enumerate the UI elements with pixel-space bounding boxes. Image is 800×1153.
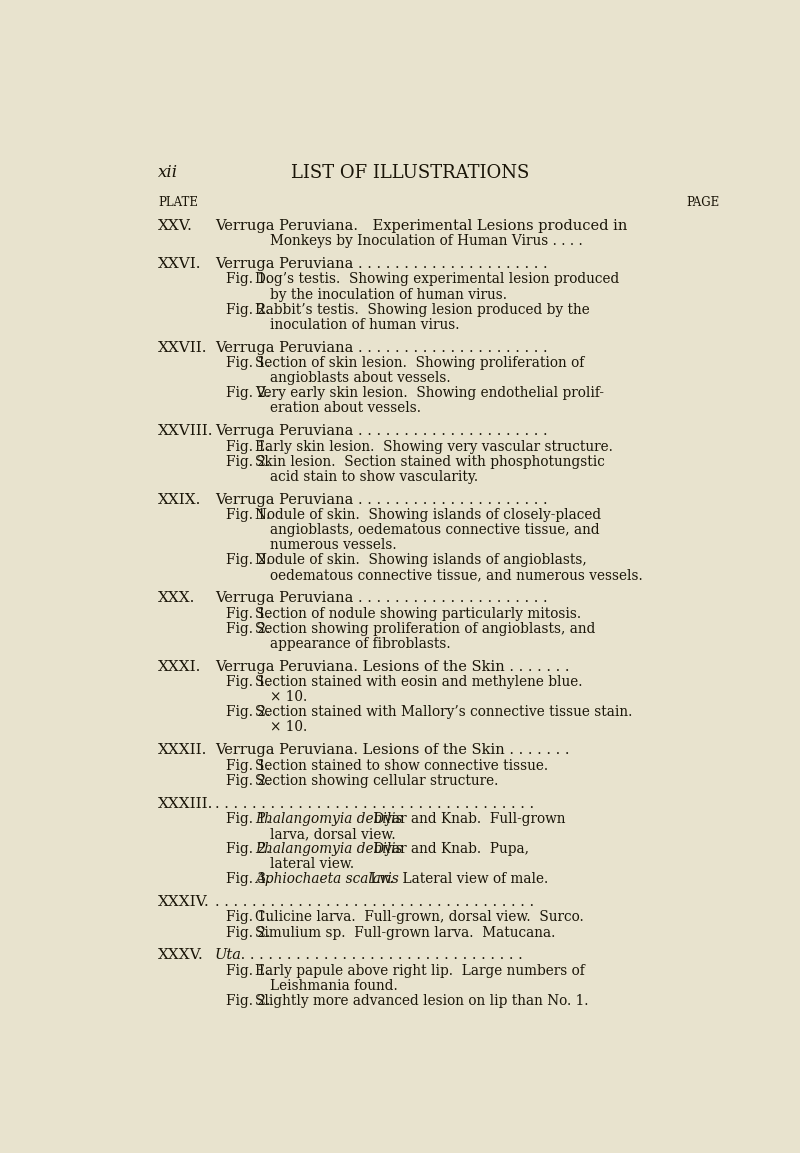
Text: Fig. 1.: Fig. 1.	[226, 356, 270, 370]
Text: Section showing proliferation of angioblasts, and: Section showing proliferation of angiobl…	[255, 621, 595, 635]
Text: eration about vessels.: eration about vessels.	[270, 401, 422, 415]
Text: Phalangomyia debilis: Phalangomyia debilis	[255, 812, 402, 826]
Text: Section stained with Mallory’s connective tissue stain.: Section stained with Mallory’s connectiv…	[255, 706, 632, 719]
Text: Uta: Uta	[214, 949, 242, 963]
Text: lateral view.: lateral view.	[270, 857, 354, 872]
Text: XXXV.: XXXV.	[158, 949, 204, 963]
Text: XXX.: XXX.	[158, 591, 195, 605]
Text: Fig. 1.: Fig. 1.	[226, 439, 270, 453]
Text: Section stained with eosin and methylene blue.: Section stained with eosin and methylene…	[255, 675, 582, 689]
Text: Section stained to show connective tissue.: Section stained to show connective tissu…	[255, 759, 548, 773]
Text: Very early skin lesion.  Showing endothelial prolif-: Very early skin lesion. Showing endothel…	[255, 386, 604, 400]
Text: Fig. 2.: Fig. 2.	[226, 842, 270, 856]
Text: numerous vessels.: numerous vessels.	[270, 538, 397, 552]
Text: Skin lesion.  Section stained with phosphotungstic: Skin lesion. Section stained with phosph…	[255, 454, 605, 468]
Text: Culicine larva.  Full-grown, dorsal view.  Surco.: Culicine larva. Full-grown, dorsal view.…	[255, 911, 584, 925]
Text: Nodule of skin.  Showing islands of angioblasts,: Nodule of skin. Showing islands of angio…	[255, 553, 586, 567]
Text: Fig. 2.: Fig. 2.	[226, 553, 270, 567]
Text: Verruga Peruviana . . . . . . . . . . . . . . . . . . . . .: Verruga Peruviana . . . . . . . . . . . …	[214, 257, 547, 271]
Text: Fig. 1.: Fig. 1.	[226, 759, 270, 773]
Text: Uta: Uta	[214, 949, 242, 963]
Text: . . . . . . . . . . . . . . . . . . . . . . . . . . . . . . . . . . .: . . . . . . . . . . . . . . . . . . . . …	[214, 797, 534, 811]
Text: × 10.: × 10.	[270, 721, 308, 734]
Text: PLATE: PLATE	[158, 196, 198, 209]
Text: Nodule of skin.  Showing islands of closely-placed: Nodule of skin. Showing islands of close…	[255, 507, 601, 522]
Text: Fig. 1.: Fig. 1.	[226, 812, 270, 826]
Text: Fig. 2.: Fig. 2.	[226, 706, 270, 719]
Text: Fig. 1.: Fig. 1.	[226, 675, 270, 689]
Text: Section showing cellular structure.: Section showing cellular structure.	[255, 774, 498, 787]
Text: Fig. 2.: Fig. 2.	[226, 926, 270, 940]
Text: Early papule above right lip.  Large numbers of: Early papule above right lip. Large numb…	[255, 964, 585, 978]
Text: Lw.  Lateral view of male.: Lw. Lateral view of male.	[366, 873, 549, 887]
Text: × 10.: × 10.	[270, 691, 308, 704]
Text: Phalangomyia debilis: Phalangomyia debilis	[255, 842, 402, 856]
Text: XXXIII.: XXXIII.	[158, 797, 214, 811]
Text: Dog’s testis.  Showing experimental lesion produced: Dog’s testis. Showing experimental lesio…	[255, 272, 619, 286]
Text: XXXI.: XXXI.	[158, 660, 202, 673]
Text: LIST OF ILLUSTRATIONS: LIST OF ILLUSTRATIONS	[291, 164, 529, 182]
Text: acid stain to show vascularity.: acid stain to show vascularity.	[270, 469, 478, 484]
Text: Fig. 2.: Fig. 2.	[226, 994, 270, 1008]
Text: inoculation of human virus.: inoculation of human virus.	[270, 318, 460, 332]
Text: Aphiochaeta scalaris: Aphiochaeta scalaris	[255, 873, 398, 887]
Text: xii: xii	[158, 164, 178, 181]
Text: Monkeys by Inoculation of Human Virus . . . .: Monkeys by Inoculation of Human Virus . …	[270, 234, 583, 248]
Text: Verruga Peruviana . . . . . . . . . . . . . . . . . . . . .: Verruga Peruviana . . . . . . . . . . . …	[214, 424, 547, 438]
Text: XXVII.: XXVII.	[158, 341, 208, 355]
Text: XXVI.: XXVI.	[158, 257, 202, 271]
Text: Fig. 1.: Fig. 1.	[226, 606, 270, 620]
Text: Verruga Peruviana . . . . . . . . . . . . . . . . . . . . .: Verruga Peruviana . . . . . . . . . . . …	[214, 341, 547, 355]
Text: Leishmania found.: Leishmania found.	[270, 979, 398, 993]
Text: PAGE: PAGE	[686, 196, 720, 209]
Text: Fig. 2.: Fig. 2.	[226, 621, 270, 635]
Text: XXXII.: XXXII.	[158, 744, 207, 758]
Text: larva, dorsal view.: larva, dorsal view.	[270, 827, 396, 841]
Text: angioblasts about vessels.: angioblasts about vessels.	[270, 371, 451, 385]
Text: appearance of fibroblasts.: appearance of fibroblasts.	[270, 636, 451, 651]
Text: Fig. 1.: Fig. 1.	[226, 507, 270, 522]
Text: Dyar and Knab.  Pupa,: Dyar and Knab. Pupa,	[370, 842, 530, 856]
Text: oedematous connective tissue, and numerous vessels.: oedematous connective tissue, and numero…	[270, 568, 643, 582]
Text: Fig. 2.: Fig. 2.	[226, 774, 270, 787]
Text: XXXIV.: XXXIV.	[158, 895, 210, 910]
Text: Fig. 1.: Fig. 1.	[226, 911, 270, 925]
Text: Fig. 3.: Fig. 3.	[226, 873, 270, 887]
Text: Section of skin lesion.  Showing proliferation of: Section of skin lesion. Showing prolifer…	[255, 356, 584, 370]
Text: Simulium sp.  Full-grown larva.  Matucana.: Simulium sp. Full-grown larva. Matucana.	[255, 926, 555, 940]
Text: Verruga Peruviana. Lesions of the Skin . . . . . . .: Verruga Peruviana. Lesions of the Skin .…	[214, 660, 570, 673]
Text: Rabbit’s testis.  Showing lesion produced by the: Rabbit’s testis. Showing lesion produced…	[255, 303, 590, 317]
Text: Fig. 2.: Fig. 2.	[226, 454, 270, 468]
Text: Dyar and Knab.  Full-grown: Dyar and Knab. Full-grown	[370, 812, 566, 826]
Text: Section of nodule showing particularly mitosis.: Section of nodule showing particularly m…	[255, 606, 581, 620]
Text: Fig. 2.: Fig. 2.	[226, 386, 270, 400]
Text: Verruga Peruviana . . . . . . . . . . . . . . . . . . . . .: Verruga Peruviana . . . . . . . . . . . …	[214, 591, 547, 605]
Text: . . . . . . . . . . . . . . . . . . . . . . . . . . . . . . .: . . . . . . . . . . . . . . . . . . . . …	[236, 949, 522, 963]
Text: angioblasts, oedematous connective tissue, and: angioblasts, oedematous connective tissu…	[270, 523, 600, 537]
Text: Fig. 1.: Fig. 1.	[226, 964, 270, 978]
Text: XXV.: XXV.	[158, 219, 193, 233]
Text: Verruga Peruviana. Experimental Lesions produced in: Verruga Peruviana. Experimental Lesions …	[214, 219, 627, 233]
Text: XXIX.: XXIX.	[158, 492, 202, 506]
Text: Slightly more advanced lesion on lip than No. 1.: Slightly more advanced lesion on lip tha…	[255, 994, 589, 1008]
Text: Fig. 2.: Fig. 2.	[226, 303, 270, 317]
Text: Verruga Peruviana . . . . . . . . . . . . . . . . . . . . .: Verruga Peruviana . . . . . . . . . . . …	[214, 492, 547, 506]
Text: . . . . . . . . . . . . . . . . . . . . . . . . . . . . . . . . . . .: . . . . . . . . . . . . . . . . . . . . …	[214, 895, 534, 910]
Text: Verruga Peruviana. Lesions of the Skin . . . . . . .: Verruga Peruviana. Lesions of the Skin .…	[214, 744, 570, 758]
Text: Early skin lesion.  Showing very vascular structure.: Early skin lesion. Showing very vascular…	[255, 439, 613, 453]
Text: by the inoculation of human virus.: by the inoculation of human virus.	[270, 287, 507, 302]
Text: Fig. 1.: Fig. 1.	[226, 272, 270, 286]
Text: XXVIII.: XXVIII.	[158, 424, 214, 438]
